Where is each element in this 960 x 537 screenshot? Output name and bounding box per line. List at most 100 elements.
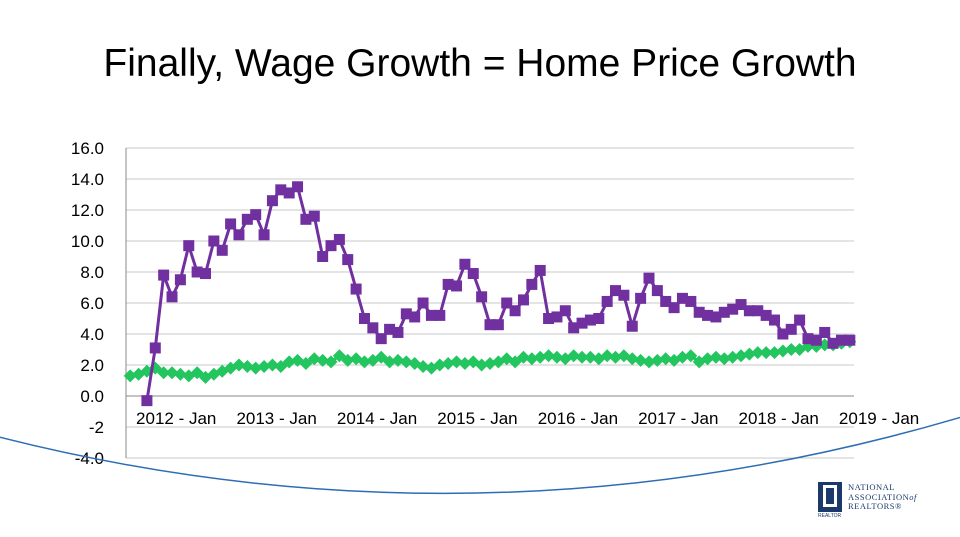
data-point — [802, 333, 814, 345]
data-point — [441, 356, 455, 370]
y-tick-label: 6.0 — [80, 294, 104, 313]
data-point — [333, 233, 345, 245]
data-point — [526, 278, 538, 290]
data-point — [141, 395, 153, 407]
data-point — [542, 349, 556, 363]
data-point — [709, 350, 723, 364]
data-point — [350, 283, 362, 295]
data-point — [442, 278, 454, 290]
data-point — [543, 313, 555, 324]
data-point — [384, 323, 396, 335]
data-point — [257, 360, 271, 374]
home-price-growth-series — [141, 181, 856, 407]
x-axis: 2012 - Jan 2013 - Jan 2014 - Jan 2015 - Jan… — [126, 395, 919, 428]
data-point — [190, 366, 204, 380]
y-tick-label: 14.0 — [71, 170, 104, 189]
x-tick-label: 2012 - Jan — [136, 409, 216, 428]
logo-line-2: ASSOCIATION — [848, 491, 910, 502]
data-point — [358, 313, 370, 324]
data-point — [777, 328, 789, 340]
data-point — [409, 311, 421, 323]
data-point — [392, 326, 404, 338]
data-point — [651, 285, 663, 297]
data-point — [516, 350, 530, 364]
y-axis: 16.0 14.0 12.0 10.0 8.0 6.0 4.0 2.0 0.0 -2 -4.0 — [71, 139, 127, 468]
data-point — [292, 181, 304, 193]
data-point — [316, 353, 330, 367]
data-point — [425, 309, 437, 321]
data-point — [500, 352, 514, 366]
data-point — [166, 291, 178, 303]
data-point — [567, 349, 581, 363]
data-point — [693, 306, 705, 318]
y-tick-label: -2 — [89, 418, 104, 437]
data-point — [258, 229, 270, 241]
x-tick-label: 2016 - Jan — [538, 409, 618, 428]
data-point — [199, 268, 211, 280]
data-point — [525, 352, 539, 366]
data-point — [173, 367, 187, 381]
y-tick-label: 4.0 — [80, 325, 104, 344]
x-tick-label: 2014 - Jan — [337, 409, 417, 428]
data-point — [752, 305, 764, 317]
data-point — [685, 295, 697, 307]
data-point — [325, 240, 337, 252]
x-tick-label: 2015 - Jan — [437, 409, 517, 428]
data-point — [743, 305, 755, 317]
logo-mark-caption: REALTOR — [818, 513, 842, 519]
data-point — [341, 353, 355, 367]
data-point — [794, 314, 806, 326]
data-point — [483, 356, 497, 370]
data-point — [375, 333, 387, 345]
data-point — [517, 294, 529, 306]
data-point — [434, 309, 446, 321]
data-point — [702, 309, 714, 321]
data-point — [508, 355, 522, 369]
logo-line-1: NATIONAL — [848, 482, 895, 492]
data-point — [618, 289, 630, 301]
data-point — [559, 305, 571, 317]
data-point — [701, 352, 715, 366]
data-point — [158, 269, 170, 281]
data-point — [784, 343, 798, 356]
data-point — [509, 305, 521, 317]
data-point — [635, 292, 647, 304]
y-tick-label: 0.0 — [80, 387, 104, 406]
data-point — [374, 350, 388, 364]
data-point — [568, 322, 580, 334]
data-point — [584, 314, 596, 326]
data-point — [458, 356, 472, 370]
x-tick-label: 2018 - Jan — [739, 409, 819, 428]
data-point — [149, 342, 161, 354]
data-point — [768, 346, 782, 360]
data-point — [785, 323, 797, 335]
data-point — [317, 251, 329, 262]
data-point — [300, 213, 312, 225]
data-point — [751, 346, 765, 360]
data-point — [609, 350, 623, 364]
data-point — [643, 272, 655, 284]
data-point — [265, 358, 279, 372]
data-point — [718, 306, 730, 318]
y-tick-label: 16.0 — [71, 139, 104, 158]
data-point — [735, 299, 747, 311]
data-point — [610, 285, 622, 297]
data-point — [501, 297, 513, 309]
y-tick-label: 2.0 — [80, 356, 104, 375]
data-point — [810, 334, 822, 346]
y-tick-label: -4.0 — [75, 449, 104, 468]
x-tick-label: 2019 - Jan — [839, 409, 919, 428]
data-point — [367, 322, 379, 334]
data-point — [668, 302, 680, 314]
data-point — [123, 369, 137, 383]
y-tick-label: 10.0 — [71, 232, 104, 251]
data-point — [819, 326, 831, 338]
data-point — [451, 280, 463, 292]
data-point — [776, 344, 790, 358]
data-point — [769, 314, 781, 326]
data-point — [399, 355, 413, 369]
slide-title: Finally, Wage Growth = Home Price Growth — [103, 42, 857, 85]
data-point — [492, 319, 504, 331]
data-point — [417, 297, 429, 309]
data-point — [240, 360, 254, 374]
